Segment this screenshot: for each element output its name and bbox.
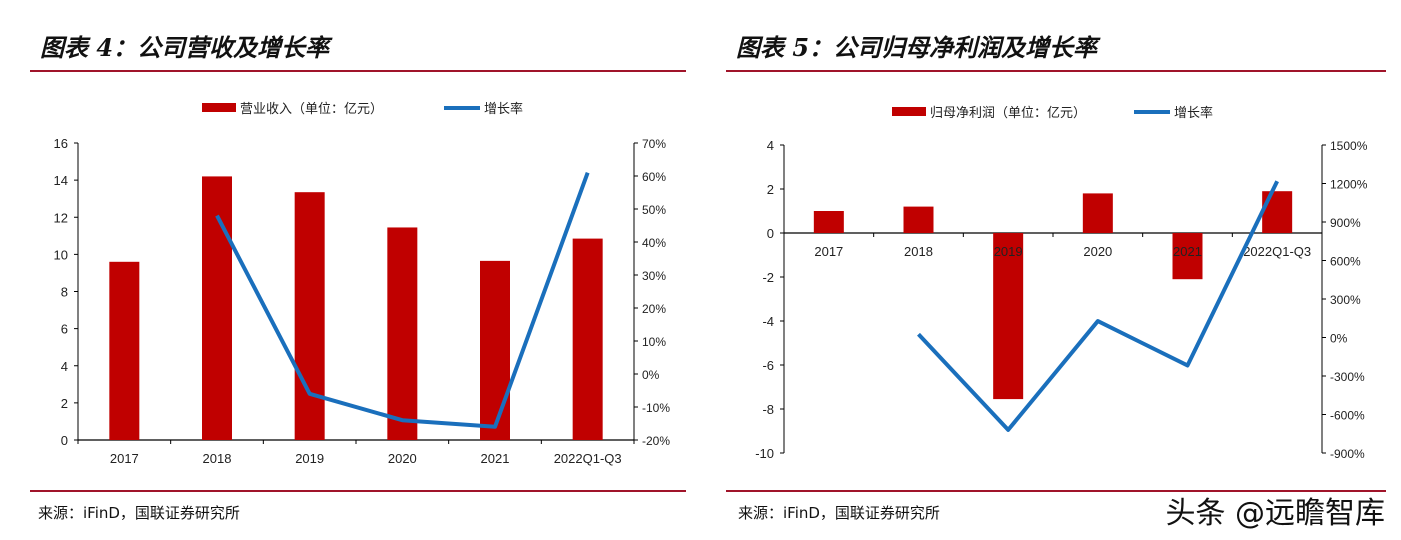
source-divider bbox=[30, 490, 686, 492]
source-divider bbox=[726, 490, 1386, 492]
y2-tick-label: 70% bbox=[642, 137, 666, 151]
source-note: 来源：iFinD，国联证券研究所 bbox=[38, 504, 240, 522]
y2-tick-label: -600% bbox=[1330, 409, 1365, 423]
bar bbox=[1082, 193, 1113, 233]
bar bbox=[294, 192, 325, 440]
y2-tick-label: -900% bbox=[1330, 447, 1365, 461]
chart-revenue: 营业收入（单位：亿元） 增长率 0 2 4 6 8 10 12 14 16 -20% -10% 0% 10%… bbox=[54, 101, 671, 466]
title-divider bbox=[726, 70, 1386, 72]
title-divider bbox=[30, 70, 686, 72]
chart-profit: 归母净利润（单位：亿元） 增长率 -10 -8 -6 -4 -2 0 2 4 -900% -600% -… bbox=[755, 105, 1368, 461]
chart-panel-revenue: 图表 4：公司营收及增长率 营业收入（单位：亿元） 增长率 0 2 4 6 8 10 12 14 1… bbox=[30, 0, 686, 540]
y-tick-label: 6 bbox=[61, 322, 68, 337]
y2-tick-label: 20% bbox=[642, 302, 666, 316]
chart-title: 图表 5：公司归母净利润及增长率 bbox=[736, 33, 1098, 62]
y2-tick-label: 1500% bbox=[1330, 139, 1368, 153]
chart-title: 图表 4：公司营收及增长率 bbox=[40, 33, 330, 62]
x-tick-label: 2018 bbox=[904, 244, 933, 259]
legend-line-label: 增长率 bbox=[484, 101, 523, 116]
y-tick-label: -4 bbox=[762, 314, 774, 329]
bar bbox=[813, 211, 844, 233]
legend-bar-swatch bbox=[202, 103, 236, 112]
x-tick-label: 2017 bbox=[814, 244, 843, 259]
x-tick-label: 2020 bbox=[388, 451, 417, 466]
x-tick-label: 2017 bbox=[110, 451, 139, 466]
y2-tick-label: 10% bbox=[642, 335, 666, 349]
y-tick-label: 16 bbox=[54, 136, 68, 151]
bar bbox=[387, 227, 418, 440]
chart-panel-profit: 图表 5：公司归母净利润及增长率 归母净利润（单位：亿元） 增长率 -10 -8 -6 -… bbox=[726, 0, 1386, 540]
bar bbox=[1262, 191, 1293, 233]
x-tick-label: 2021 bbox=[481, 451, 510, 466]
x-tick-label: 2022Q1-Q3 bbox=[1243, 244, 1311, 259]
bar bbox=[202, 176, 232, 440]
y2-tick-label: -10% bbox=[642, 401, 670, 415]
y-tick-label: 0 bbox=[767, 226, 774, 241]
y-tick-label: 10 bbox=[54, 247, 68, 262]
y2-tick-label: 40% bbox=[642, 236, 666, 250]
y2-tick-label: -300% bbox=[1330, 370, 1365, 384]
y2-tick-label: 0% bbox=[1330, 332, 1348, 346]
legend-bar-label: 营业收入（单位：亿元） bbox=[240, 101, 383, 116]
y-tick-label: -6 bbox=[762, 358, 774, 373]
y-tick-label: 2 bbox=[767, 182, 774, 197]
y-tick-label: -8 bbox=[762, 402, 774, 417]
bar bbox=[903, 206, 934, 233]
bar bbox=[480, 260, 510, 440]
y2-tick-label: 30% bbox=[642, 269, 666, 283]
bar bbox=[572, 238, 603, 440]
y-tick-label: 4 bbox=[61, 359, 68, 374]
y2-tick-label: 300% bbox=[1330, 293, 1361, 307]
y2-tick-label: 0% bbox=[642, 368, 660, 382]
bar bbox=[109, 261, 140, 440]
y-tick-label: 12 bbox=[54, 210, 68, 225]
y2-tick-label: -20% bbox=[642, 434, 670, 448]
y-tick-label: 0 bbox=[61, 433, 68, 448]
source-note: 来源：iFinD，国联证券研究所 bbox=[738, 504, 940, 522]
bar bbox=[993, 233, 1024, 400]
x-tick-label: 2019 bbox=[295, 451, 324, 466]
x-tick-label: 2021 bbox=[1173, 244, 1202, 259]
y-tick-label: 4 bbox=[767, 138, 774, 153]
y-tick-label: 8 bbox=[61, 285, 68, 300]
y-tick-label: -10 bbox=[755, 446, 774, 461]
x-tick-label: 2019 bbox=[994, 244, 1023, 259]
x-tick-label: 2020 bbox=[1083, 244, 1112, 259]
legend-bar-label: 归母净利润（单位：亿元） bbox=[930, 105, 1086, 120]
legend-line-label: 增长率 bbox=[1174, 105, 1213, 120]
y-tick-label: 2 bbox=[61, 396, 68, 411]
bar bbox=[1172, 233, 1203, 280]
y2-tick-label: 900% bbox=[1330, 216, 1361, 230]
y2-tick-label: 50% bbox=[642, 203, 666, 217]
x-tick-label: 2022Q1-Q3 bbox=[554, 451, 622, 466]
x-tick-label: 2018 bbox=[203, 451, 232, 466]
y2-tick-label: 60% bbox=[642, 170, 666, 184]
y2-tick-label: 1200% bbox=[1330, 178, 1368, 192]
y2-tick-label: 600% bbox=[1330, 255, 1361, 269]
y-tick-label: 14 bbox=[54, 173, 68, 188]
y-tick-label: -2 bbox=[762, 270, 774, 285]
legend-bar-swatch bbox=[892, 107, 926, 116]
watermark: 头条 @远瞻智库 bbox=[1165, 496, 1385, 531]
